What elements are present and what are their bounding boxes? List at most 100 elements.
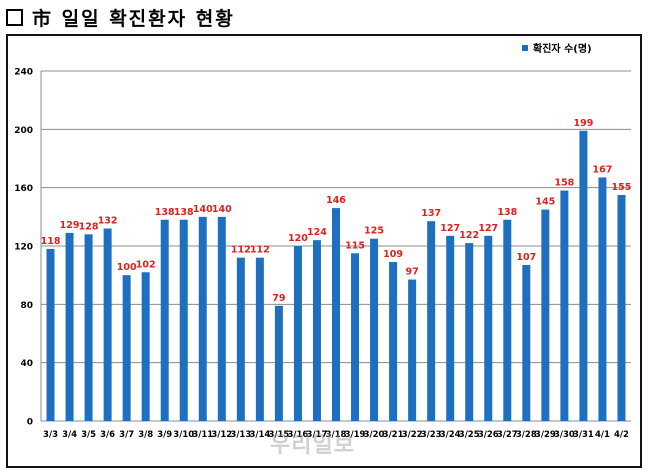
- x-tick-label: 3/17: [307, 430, 328, 440]
- data-label: 127: [478, 223, 498, 234]
- bar: [103, 228, 112, 421]
- bar: [427, 221, 436, 421]
- x-tick-label: 3/12: [211, 430, 232, 440]
- bar: [579, 130, 588, 421]
- data-label: 122: [459, 230, 479, 241]
- header: 市 일일 확진환자 현황: [6, 4, 235, 30]
- bar: [541, 209, 550, 421]
- bar: [408, 279, 417, 421]
- data-label: 155: [612, 182, 632, 193]
- data-label: 138: [155, 207, 175, 218]
- x-tick-label: 3/25: [459, 430, 480, 440]
- bar: [198, 216, 207, 421]
- x-tick-label: 3/21: [383, 430, 404, 440]
- data-label: 138: [174, 207, 194, 218]
- bar: [236, 257, 245, 421]
- legend-label: 확진자 수(명): [533, 42, 592, 55]
- data-label: 107: [516, 252, 536, 263]
- data-label: 137: [421, 208, 441, 219]
- x-tick-label: 3/5: [81, 430, 96, 440]
- bar: [65, 232, 74, 421]
- x-tick-label: 3/14: [249, 430, 270, 440]
- bar: [446, 235, 455, 421]
- x-tick-label: 3/9: [157, 430, 172, 440]
- data-label: 102: [136, 259, 156, 270]
- x-tick-label: 3/15: [268, 430, 289, 440]
- data-label: 167: [593, 164, 613, 175]
- bar: [560, 190, 569, 421]
- data-label: 124: [307, 227, 327, 238]
- data-label: 100: [117, 262, 137, 273]
- x-tick-label: 3/7: [119, 430, 134, 440]
- data-label: 112: [250, 245, 270, 256]
- x-tick-label: 3/13: [230, 430, 251, 440]
- watermark: 우리일보: [270, 433, 355, 458]
- data-label: 145: [535, 197, 555, 208]
- data-label: 112: [231, 245, 251, 256]
- bar: [122, 275, 131, 421]
- data-label: 125: [364, 226, 384, 237]
- y-tick-label: 80: [20, 301, 33, 311]
- x-tick-label: 3/6: [100, 430, 115, 440]
- bar: [351, 253, 360, 421]
- data-label: 109: [383, 249, 403, 260]
- x-tick-label: 3/4: [62, 430, 77, 440]
- x-tick-label: 3/18: [326, 430, 347, 440]
- bar: [465, 243, 474, 421]
- bar: [389, 262, 398, 421]
- bar: [84, 234, 93, 421]
- data-label: 115: [345, 240, 365, 251]
- data-label: 118: [41, 236, 61, 247]
- bar: [217, 216, 226, 421]
- x-tick-label: 3/26: [478, 430, 499, 440]
- x-tick-label: 3/24: [440, 430, 461, 440]
- data-label: 140: [193, 204, 213, 215]
- x-tick-label: 4/1: [595, 430, 610, 440]
- y-tick-label: 40: [20, 359, 33, 369]
- data-label: 158: [554, 178, 574, 189]
- x-tick-label: 4/2: [614, 430, 629, 440]
- bar: [293, 246, 302, 421]
- x-tick-label: 3/3: [43, 430, 58, 440]
- x-tick-label: 3/28: [516, 430, 537, 440]
- x-tick-label: 3/11: [192, 430, 213, 440]
- bar: [484, 235, 493, 421]
- bar: [503, 219, 512, 421]
- bar: [332, 208, 340, 421]
- data-label: 199: [573, 118, 593, 129]
- x-tick-label: 3/23: [421, 430, 442, 440]
- bar: [598, 177, 607, 421]
- data-label: 140: [212, 204, 232, 215]
- data-label: 129: [60, 220, 80, 231]
- x-tick-label: 3/31: [573, 430, 594, 440]
- x-tick-label: 3/8: [138, 430, 153, 440]
- x-tick-label: 3/22: [402, 430, 423, 440]
- data-label: 97: [406, 267, 419, 278]
- checkbox-icon[interactable]: [6, 8, 23, 26]
- page-title: 市 일일 확진환자 현황: [32, 7, 235, 30]
- x-tick-label: 3/29: [535, 430, 556, 440]
- y-tick-label: 200: [14, 126, 33, 136]
- x-tick-label: 3/20: [364, 430, 385, 440]
- data-label: 127: [440, 223, 460, 234]
- y-tick-label: 0: [27, 418, 33, 428]
- x-tick-label: 3/30: [554, 430, 575, 440]
- bar: [522, 264, 531, 421]
- x-tick-label: 3/27: [497, 430, 518, 440]
- bar: [274, 305, 283, 421]
- x-tick-label: 3/16: [288, 430, 309, 440]
- legend-swatch: [522, 45, 528, 51]
- data-label: 128: [79, 221, 99, 232]
- data-label: 132: [98, 216, 118, 227]
- bar: [312, 240, 321, 421]
- bar: [46, 248, 55, 421]
- data-label: 79: [272, 293, 285, 304]
- bar: [141, 272, 150, 421]
- bar: [617, 194, 626, 421]
- x-tick-label: 3/19: [345, 430, 366, 440]
- y-tick-label: 160: [14, 184, 33, 194]
- x-tick-label: 3/10: [173, 430, 194, 440]
- y-tick-label: 120: [14, 243, 33, 253]
- bar: [255, 257, 264, 421]
